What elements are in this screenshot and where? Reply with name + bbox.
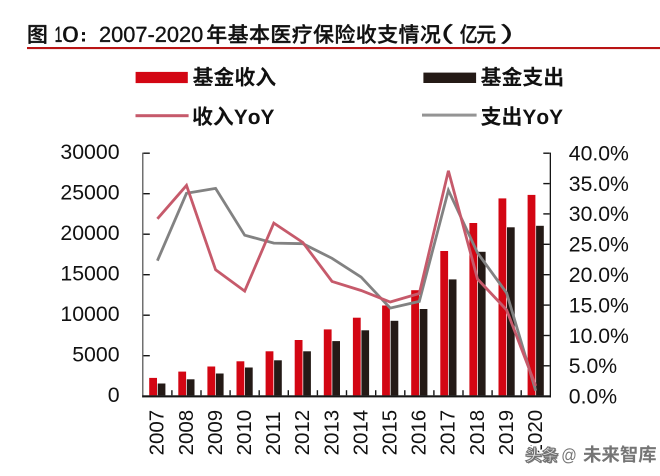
svg-text:10.0%: 10.0% — [569, 325, 629, 348]
svg-text:2013: 2013 — [320, 410, 343, 456]
svg-text:15000: 15000 — [60, 262, 119, 286]
svg-text:2011: 2011 — [262, 411, 285, 455]
svg-text:2010: 2010 — [233, 410, 256, 456]
svg-text:2015: 2015 — [379, 410, 402, 456]
svg-text:30000: 30000 — [60, 140, 119, 164]
svg-text:15.0%: 15.0% — [569, 294, 629, 317]
svg-text:20000: 20000 — [60, 221, 119, 245]
svg-text:2014: 2014 — [349, 410, 372, 456]
svg-text:2016: 2016 — [408, 410, 431, 456]
svg-text:25.0%: 25.0% — [569, 234, 629, 257]
svg-text:5000: 5000 — [72, 343, 120, 367]
svg-text:2008: 2008 — [175, 410, 198, 456]
svg-text:5.0%: 5.0% — [569, 355, 617, 378]
svg-text:40.0%: 40.0% — [569, 143, 629, 166]
svg-text:2007: 2007 — [146, 410, 169, 456]
svg-text:0.0%: 0.0% — [569, 386, 617, 409]
svg-text:10000: 10000 — [60, 302, 119, 326]
svg-text:35.0%: 35.0% — [569, 173, 629, 196]
svg-text:2017: 2017 — [437, 410, 460, 456]
svg-text:2019: 2019 — [495, 410, 518, 456]
svg-text:2020: 2020 — [524, 410, 547, 456]
svg-text:2012: 2012 — [291, 410, 314, 456]
svg-text:30.0%: 30.0% — [569, 203, 629, 226]
svg-text:0: 0 — [108, 383, 120, 407]
svg-text:2009: 2009 — [204, 410, 227, 456]
svg-text:25000: 25000 — [60, 181, 119, 205]
svg-text:20.0%: 20.0% — [569, 264, 629, 287]
svg-text:2018: 2018 — [466, 410, 489, 456]
